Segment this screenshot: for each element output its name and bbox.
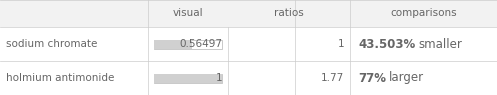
Text: ratios: ratios — [274, 8, 304, 19]
Bar — [154, 40, 192, 49]
Text: 1.77: 1.77 — [321, 73, 344, 83]
Text: 0.56497: 0.56497 — [179, 39, 222, 49]
Bar — [154, 74, 222, 82]
Text: holmium antimonide: holmium antimonide — [6, 73, 114, 83]
Text: 1: 1 — [337, 39, 344, 49]
Bar — [154, 40, 222, 49]
Text: smaller: smaller — [418, 38, 462, 51]
Text: 1: 1 — [215, 73, 222, 83]
Text: visual: visual — [172, 8, 203, 19]
Text: sodium chromate: sodium chromate — [6, 39, 97, 49]
Text: 43.503%: 43.503% — [358, 38, 415, 51]
Bar — [0, 61, 497, 95]
Bar — [0, 0, 497, 27]
Bar — [0, 27, 497, 61]
Text: comparisons: comparisons — [390, 8, 457, 19]
Bar — [154, 74, 222, 82]
Text: 77%: 77% — [358, 72, 386, 84]
Text: larger: larger — [389, 72, 424, 84]
